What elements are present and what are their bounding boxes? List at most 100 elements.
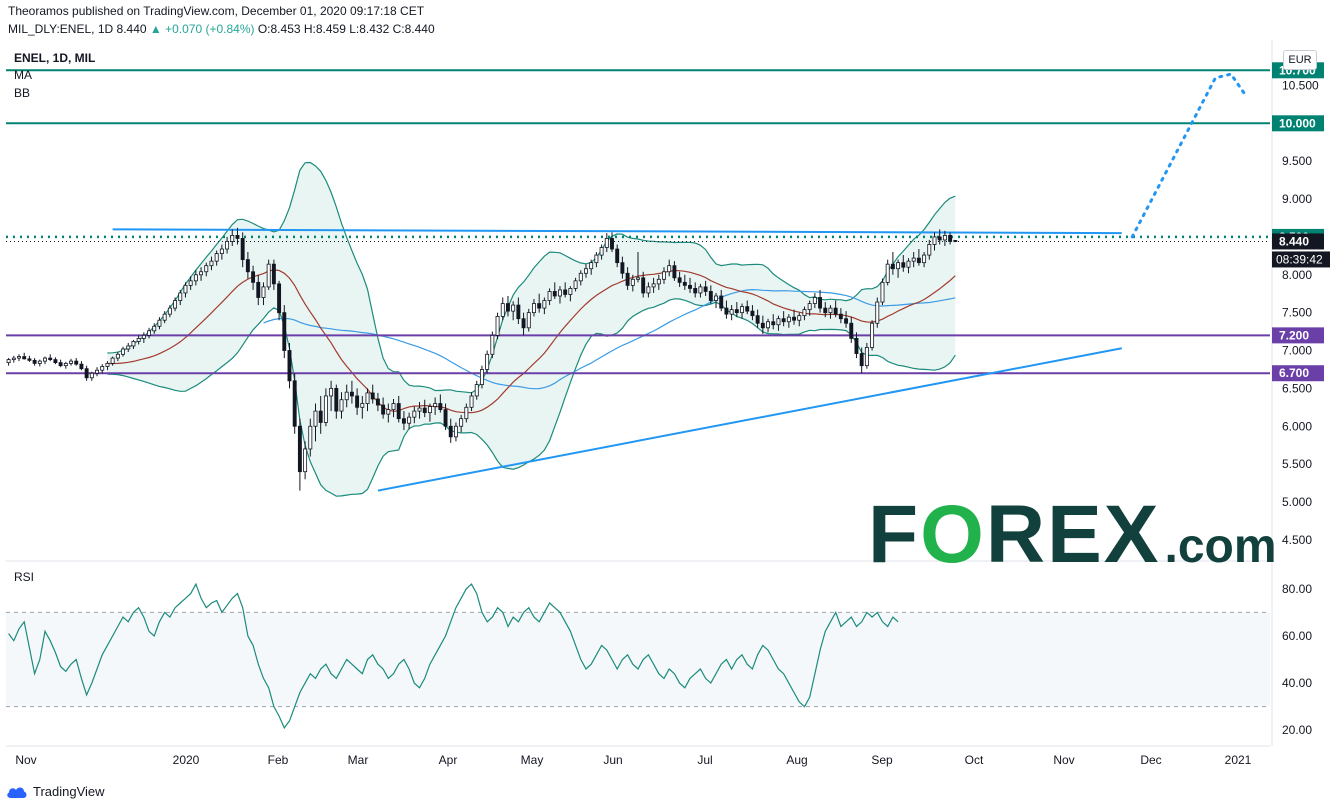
candle-down <box>397 404 400 419</box>
candle-up <box>200 272 203 275</box>
candle-down <box>678 278 681 283</box>
ma-legend[interactable]: MA <box>14 68 32 82</box>
candle-up <box>943 235 946 240</box>
candle-down <box>621 263 624 274</box>
candle-down <box>704 287 707 292</box>
candle-up <box>470 396 473 407</box>
candle-down <box>23 357 26 359</box>
candle-up <box>127 346 130 349</box>
time-tick-label: Oct <box>965 753 984 767</box>
candle-up <box>808 304 811 310</box>
candle-down <box>673 266 676 278</box>
candle-down <box>949 235 952 241</box>
candle-down <box>49 358 52 360</box>
candle-up <box>657 279 660 284</box>
candle-down <box>709 291 712 300</box>
candle-down <box>824 308 827 313</box>
candle-up <box>111 358 114 363</box>
candle-up <box>43 358 46 361</box>
candle-down <box>538 304 541 309</box>
candle-up <box>205 266 208 272</box>
candle-up <box>158 320 161 326</box>
rsi-tick-label: 20.00 <box>1282 723 1312 737</box>
candle-up <box>590 263 593 269</box>
candle-down <box>33 360 36 363</box>
price-tick-label: 9.500 <box>1282 154 1312 168</box>
price-tick-label: 4.500 <box>1282 533 1312 547</box>
symbol-full: MIL_DLY:ENEL, 1D <box>8 22 113 36</box>
candle-down <box>818 298 821 309</box>
candle-up <box>584 269 587 274</box>
price-tick-label: 5.000 <box>1282 495 1312 509</box>
price-tick-label: 8.000 <box>1282 268 1312 282</box>
candle-up <box>226 241 229 249</box>
candle-down <box>725 308 728 314</box>
candle-down <box>75 361 78 364</box>
candle-up <box>829 308 832 313</box>
candle-up <box>574 281 577 289</box>
time-tick-label: Aug <box>786 753 807 767</box>
candle-down <box>845 319 848 324</box>
bb-legend[interactable]: BB <box>14 86 30 100</box>
symbol-legend[interactable]: ENEL, 1D, MIL <box>14 51 95 65</box>
candle-down <box>839 314 842 319</box>
projection-arrow <box>1132 74 1246 237</box>
candle-down <box>272 264 275 284</box>
candle-up <box>652 284 655 287</box>
candle-up <box>865 347 868 365</box>
candle-up <box>173 301 176 309</box>
candle-down <box>298 426 301 471</box>
candle-down <box>642 278 645 293</box>
candle-down <box>522 319 525 328</box>
candle-down <box>938 237 941 240</box>
time-tick-label: 2020 <box>173 753 200 767</box>
time-tick-label: Apr <box>439 753 458 767</box>
candle-down <box>756 316 759 324</box>
candle-down <box>252 272 255 283</box>
candle-down <box>506 304 509 312</box>
candle-up <box>881 282 884 302</box>
forex-watermark-logo: FOREX.com <box>868 488 1277 582</box>
candle-down <box>616 249 619 263</box>
candle-down <box>517 305 520 319</box>
last-price: 8.440 <box>117 22 147 36</box>
candle-up <box>340 400 343 411</box>
time-tick-label: Feb <box>268 753 289 767</box>
candle-down <box>402 419 405 424</box>
candle-up <box>189 281 192 286</box>
rsi-legend[interactable]: RSI <box>14 570 34 584</box>
candle-up <box>876 302 879 323</box>
currency-button[interactable]: EUR <box>1283 50 1317 70</box>
candle-up <box>907 261 910 267</box>
candle-down <box>626 273 629 285</box>
candle-up <box>121 349 124 354</box>
tradingview-footer[interactable]: TradingView <box>6 784 105 799</box>
candle-up <box>179 293 182 301</box>
candle-up <box>132 341 135 346</box>
candle-up <box>787 317 790 322</box>
candle-up <box>418 408 421 411</box>
candle-down <box>376 399 379 405</box>
candle-up <box>933 237 936 245</box>
candle-up <box>168 308 171 314</box>
candle-down <box>850 323 853 338</box>
candle-down <box>293 381 296 426</box>
candle-up <box>12 358 15 360</box>
candle-up <box>428 407 431 413</box>
candle-down <box>439 404 442 410</box>
candle-up <box>558 290 561 296</box>
candle-down <box>553 291 556 296</box>
candle-up <box>408 417 411 423</box>
candle-down <box>278 284 281 313</box>
candle-up <box>194 275 197 281</box>
candle-down <box>902 263 905 268</box>
time-tick-label: Jun <box>603 753 622 767</box>
candle-up <box>460 419 463 427</box>
candle-up <box>730 310 733 315</box>
candle-up <box>886 264 889 282</box>
candle-down <box>423 408 426 413</box>
candle-down <box>891 264 894 269</box>
candle-down <box>792 317 795 320</box>
candle-down <box>751 311 754 316</box>
